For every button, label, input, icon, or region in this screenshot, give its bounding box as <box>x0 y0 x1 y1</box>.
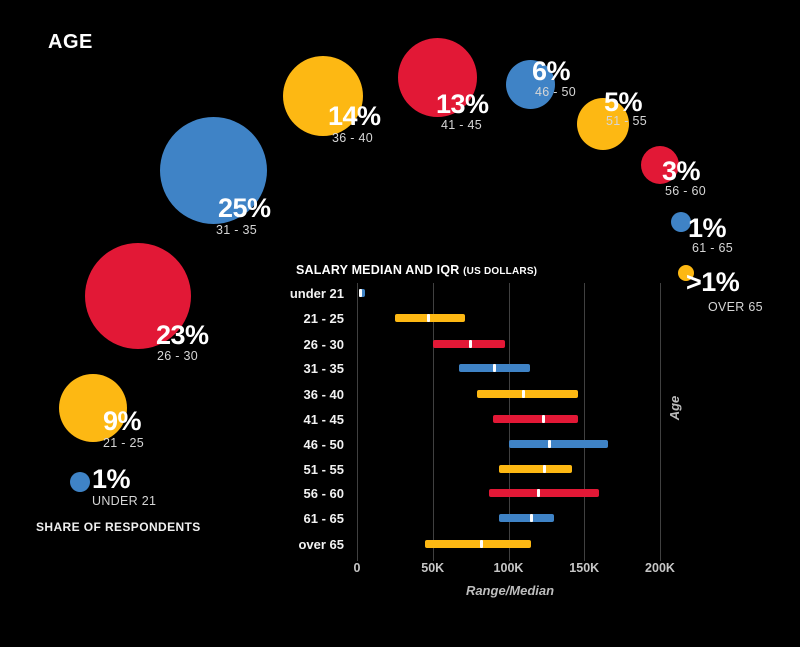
median-tick-under-21 <box>359 288 363 297</box>
category-label-over-65: over 65 <box>298 536 344 552</box>
salary-chart-title-text: SALARY MEDIAN AND IQR <box>296 263 460 277</box>
bubble-36-40 <box>282 56 363 136</box>
iqr-bar-56-60 <box>488 488 600 497</box>
category-label-46-50: 46 - 50 <box>303 437 344 453</box>
x-tick-150k: 150K <box>569 561 600 575</box>
median-tick-51-55 <box>543 465 547 473</box>
bubble-range-31-35: 31 - 35 <box>216 223 258 237</box>
iqr-bar-26-30 <box>432 340 506 348</box>
category-label-31-35: 31 - 35 <box>303 361 344 377</box>
median-tick-61-65 <box>529 514 533 523</box>
bubble-pct-56-60: 3% <box>662 156 701 186</box>
bubble-pct-under-21: 1% <box>92 464 131 494</box>
bubble-range-21-25: 21 - 25 <box>103 436 145 450</box>
median-tick-56-60 <box>537 488 541 497</box>
bubble-range-26-30: 26 - 30 <box>157 349 199 363</box>
bubble-26-30 <box>84 243 191 349</box>
salary-chart-title: SALARY MEDIAN AND IQR (US DOLLARS) <box>296 263 537 277</box>
bubble-pct-61-65: 1% <box>688 213 727 243</box>
bubble-range-41-45: 41 - 45 <box>441 118 483 132</box>
iqr-bar-46-50 <box>508 440 609 449</box>
bubble-under-21 <box>70 472 90 492</box>
bubble-46-50 <box>506 59 555 109</box>
bubble-pct-46-50: 6% <box>532 56 571 86</box>
bubble-pct-51-55: 5% <box>604 87 643 117</box>
median-tick-46-50 <box>547 440 551 449</box>
x-tick-0: 0 <box>353 561 361 575</box>
iqr-bar-51-55 <box>499 465 573 473</box>
bubble-over-65 <box>678 264 694 281</box>
median-tick-36-40 <box>522 390 526 399</box>
gridline-200k <box>660 283 661 561</box>
bubble-range-36-40: 36 - 40 <box>332 131 374 145</box>
x-tick-50k: 50K <box>421 561 445 575</box>
x-tick-200k: 200K <box>645 561 675 575</box>
bubble-pct-36-40: 14% <box>328 101 381 131</box>
bubble-21-25 <box>59 374 127 442</box>
median-tick-31-35 <box>493 364 497 373</box>
bubble-pct-31-35: 25% <box>218 193 271 223</box>
category-label-51-55: 51 - 55 <box>303 462 344 477</box>
iqr-bar-41-45 <box>493 415 579 423</box>
bubble-range-46-50: 46 - 50 <box>535 85 577 99</box>
category-label-26-30: 26 - 30 <box>303 337 344 352</box>
x-axis-label: Range/Median <box>465 583 555 598</box>
median-tick-21-25 <box>426 314 430 323</box>
bubble-range-under-21: UNDER 21 <box>92 494 157 508</box>
gridline-50k <box>432 283 434 561</box>
gridline-150k <box>584 283 586 561</box>
bubble-pct-41-45: 13% <box>436 89 489 119</box>
x-tick-100k: 100K <box>493 561 524 575</box>
bubble-61-65 <box>671 212 691 232</box>
bubble-range-56-60: 56 - 60 <box>665 184 707 198</box>
iqr-bar-21-25 <box>394 314 465 323</box>
bubble-41-45 <box>397 37 477 117</box>
bubble-pct-over-65: >1% <box>686 267 740 297</box>
category-label-21-25: 21 - 25 <box>303 311 344 327</box>
category-label-56-60: 56 - 60 <box>303 485 344 501</box>
bubble-range-51-55: 51 - 55 <box>606 114 648 128</box>
bubble-51-55 <box>576 98 629 150</box>
bubble-56-60 <box>641 146 679 184</box>
gridline-0 <box>357 283 358 561</box>
bubble-range-61-65: 61 - 65 <box>692 241 734 255</box>
iqr-bar-over-65 <box>425 539 532 548</box>
bubble-31-35 <box>159 117 267 224</box>
median-tick-over-65 <box>479 539 483 548</box>
iqr-bar-61-65 <box>499 514 554 523</box>
category-label-41-45: 41 - 45 <box>303 412 344 427</box>
category-label-36-40: 36 - 40 <box>303 387 344 403</box>
salary-chart-title-note: (US DOLLARS) <box>463 266 538 277</box>
y-axis-label: Age <box>667 395 682 421</box>
bubble-pct-26-30: 23% <box>156 320 209 350</box>
bubble-range-over-65: OVER 65 <box>708 300 763 314</box>
median-tick-41-45 <box>541 415 545 423</box>
category-label-61-65: 61 - 65 <box>303 511 344 527</box>
median-tick-26-30 <box>469 340 473 348</box>
category-label-under-21: under 21 <box>289 285 344 301</box>
bubble-pct-21-25: 9% <box>103 406 142 436</box>
page-title: AGE <box>48 31 93 53</box>
share-of-respondents-label: SHARE OF RESPONDENTS <box>36 520 201 534</box>
iqr-bar-36-40 <box>476 390 579 399</box>
